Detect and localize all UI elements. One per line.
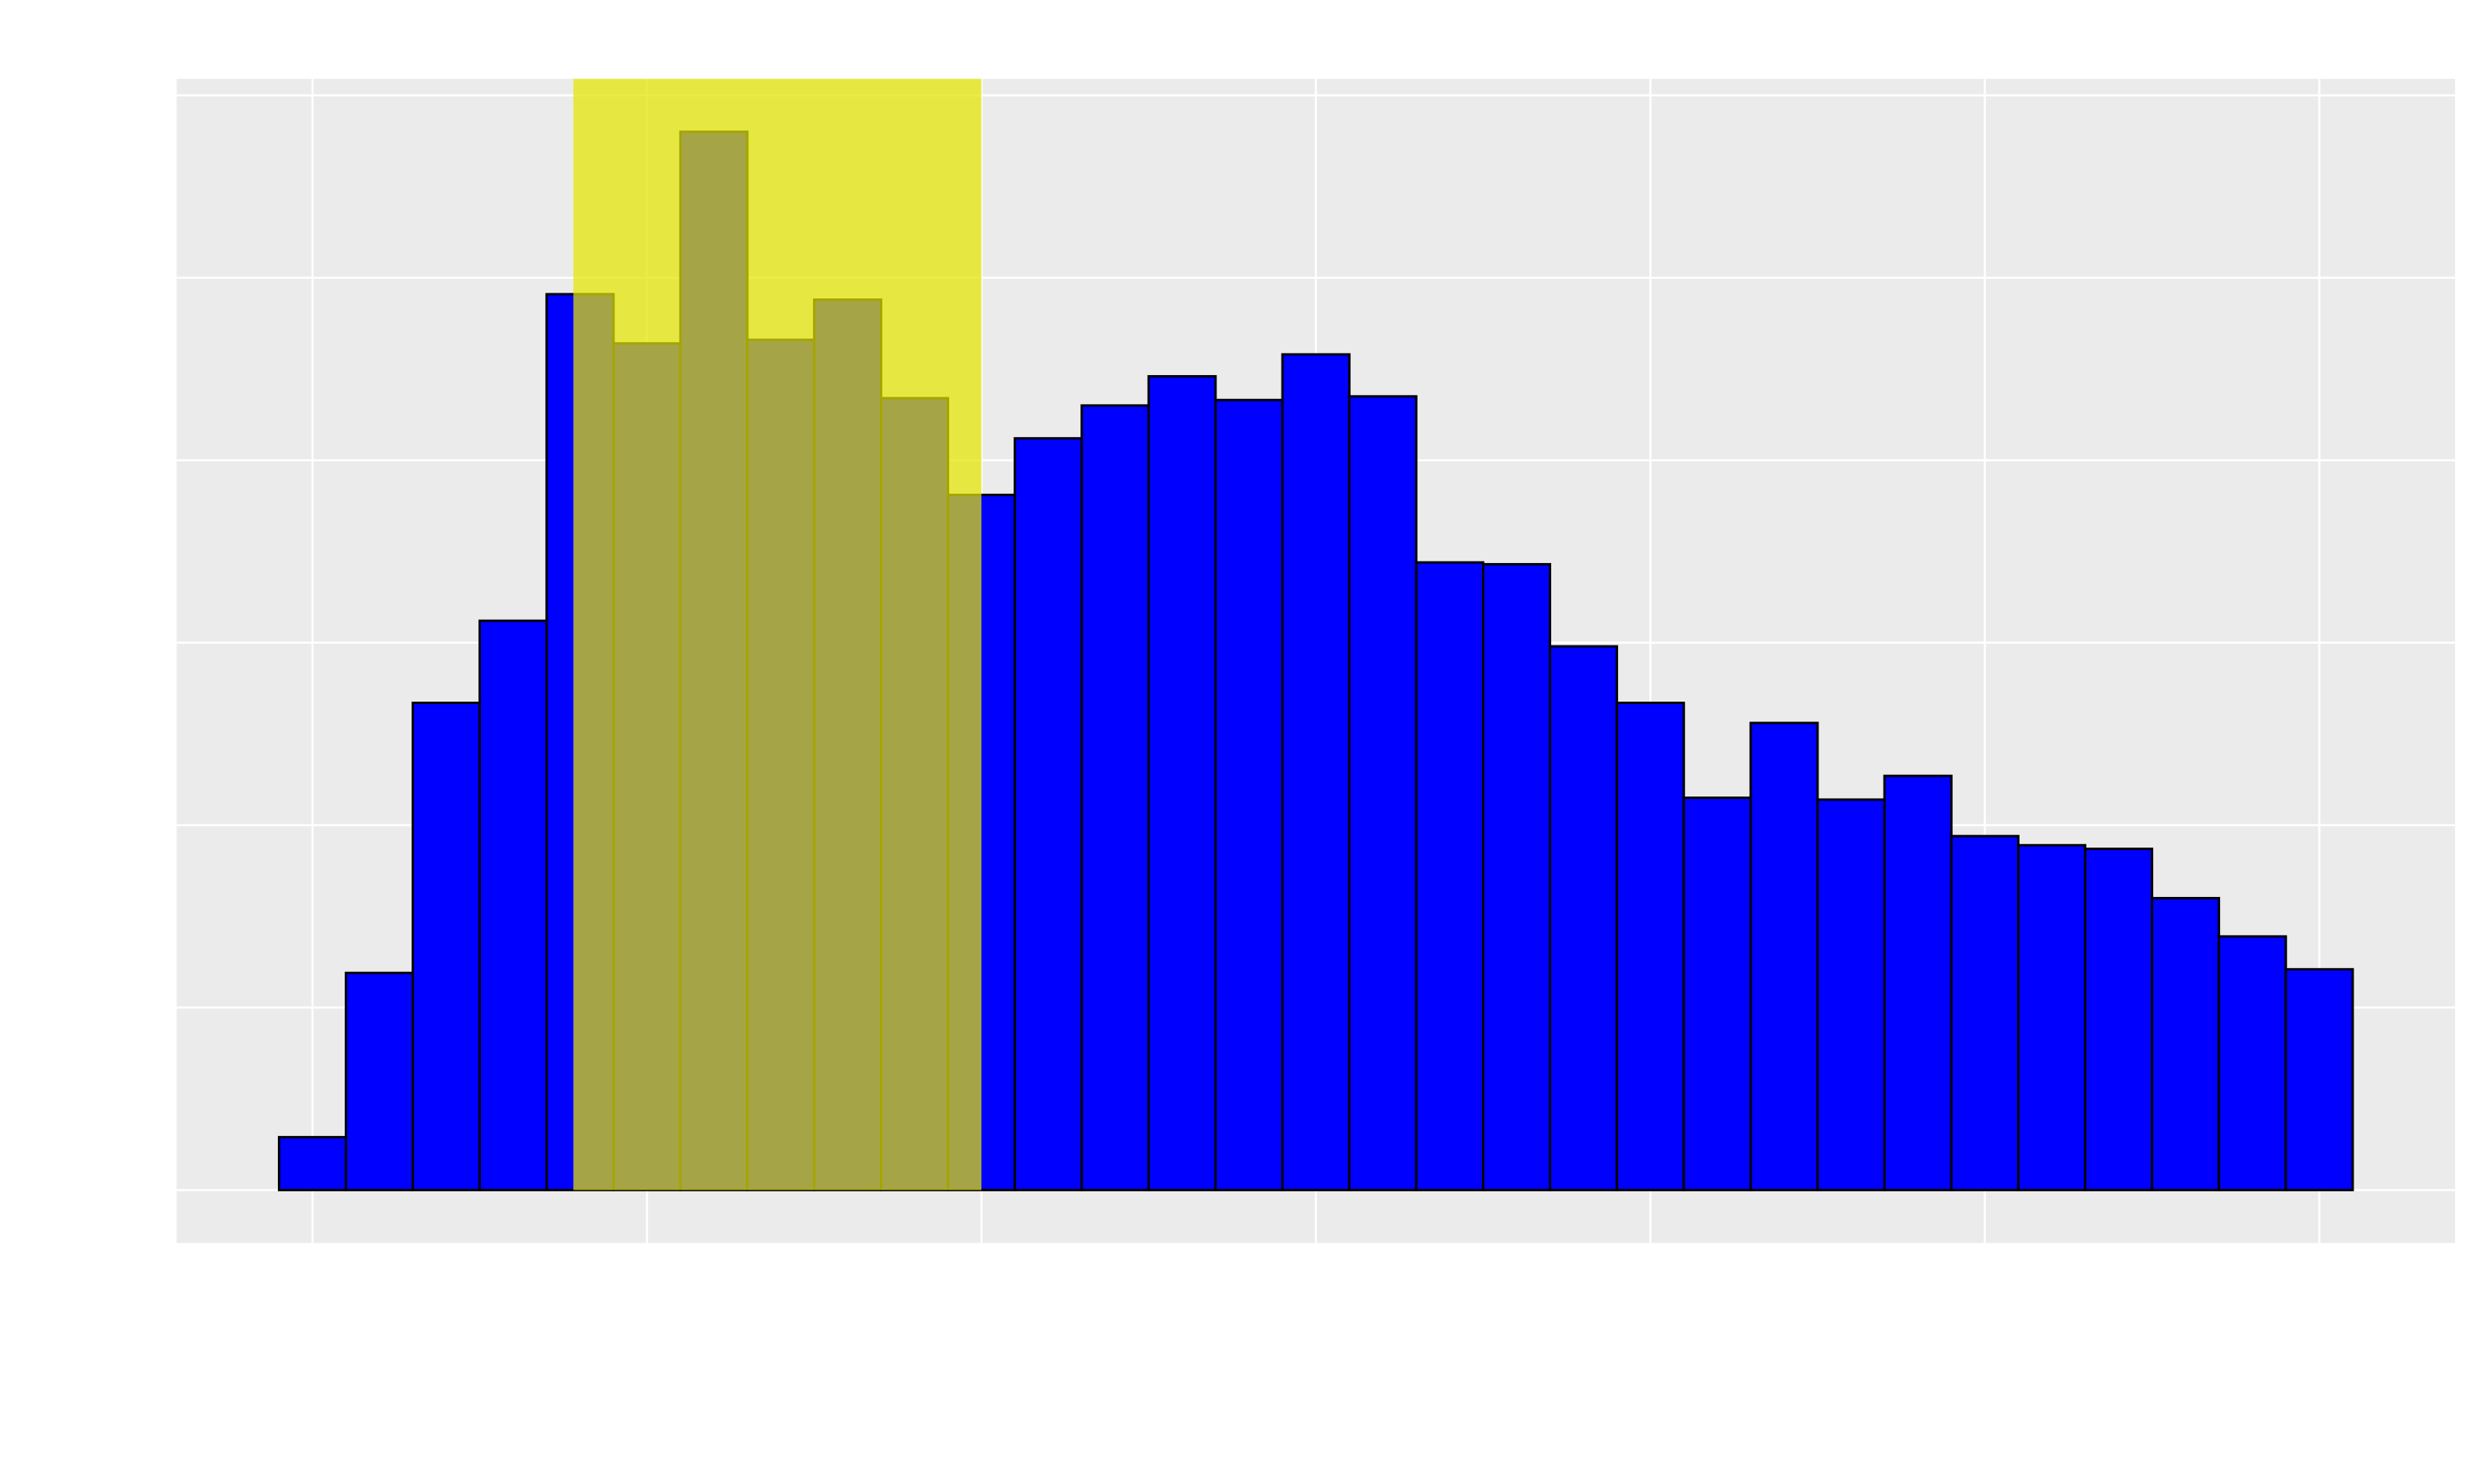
bar (1281, 353, 1351, 1191)
bar (1883, 774, 1953, 1191)
bar (2218, 935, 2288, 1191)
bar (1080, 404, 1150, 1191)
bar (1414, 561, 1484, 1191)
bar (2151, 896, 2221, 1191)
bar (412, 702, 482, 1191)
bar (2284, 968, 2354, 1191)
bar (1147, 374, 1217, 1191)
bar (1816, 798, 1886, 1191)
bar (277, 1135, 347, 1191)
bar (2016, 843, 2086, 1191)
bar (1616, 702, 1686, 1191)
bar (345, 971, 415, 1191)
bar (1950, 834, 2020, 1191)
bar (1682, 796, 1752, 1191)
bar (1214, 398, 1284, 1191)
bar (478, 619, 548, 1191)
bar (1749, 721, 1819, 1191)
highlight-region (573, 78, 982, 1190)
bar (1348, 395, 1418, 1191)
bar (1482, 562, 1551, 1191)
bar (1014, 437, 1084, 1191)
bar (1549, 645, 1619, 1191)
bar (2084, 848, 2154, 1191)
